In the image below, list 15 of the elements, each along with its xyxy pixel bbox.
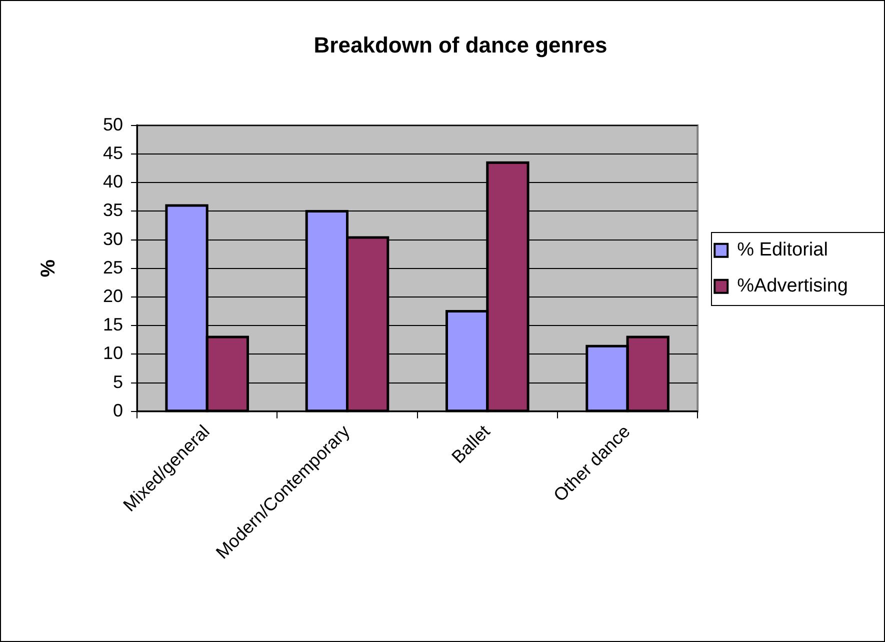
y-tick-label: 25: [102, 257, 124, 278]
y-tick-label: 35: [102, 200, 124, 220]
y-tick-label: 50: [102, 114, 124, 134]
y-tick-label: 5: [113, 372, 124, 392]
y-tick-label: 40: [102, 172, 124, 192]
y-tick-label: 10: [102, 343, 124, 364]
y-tick-label: 45: [102, 142, 124, 163]
y-tick-label: 15: [102, 314, 124, 335]
y-tick-label: 0: [113, 400, 124, 420]
y-tick-label: 30: [102, 228, 124, 249]
legend-label: % Editorial: [737, 240, 828, 261]
y-axis-title: %: [38, 259, 60, 278]
y-tick-label: 20: [102, 286, 124, 306]
legend-label: %Advertising: [737, 276, 848, 297]
chart-title: Breakdown of dance genres: [314, 32, 608, 58]
